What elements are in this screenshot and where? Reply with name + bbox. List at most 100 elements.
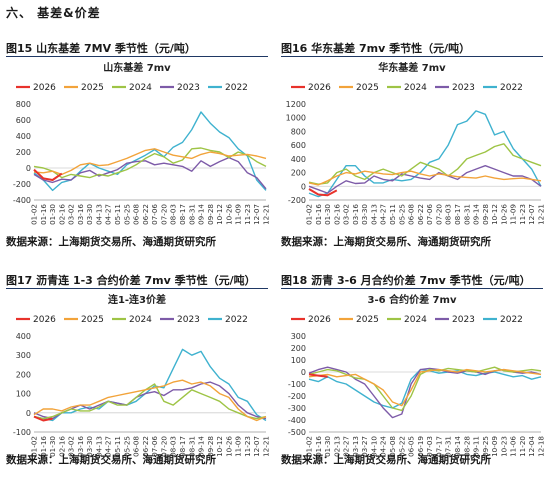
chart-svg: 山东基差 7mv 2026 2025 2024 2023 2022 -400 -200 0 200… [13, 61, 271, 225]
figure-caption-18: 图18 沥青 3-6 月合约价差 7mv 季节性（元/吨） [281, 274, 531, 287]
x-tick-label: 05-25 [122, 204, 131, 225]
y-tick-label: 800 [16, 100, 31, 109]
x-tick-label: 06-22 [141, 204, 150, 225]
chart-spread-1-3: 连1-连3价差 2026 2025 2024 2023 2022 -100 0 100 200 30… [4, 290, 270, 464]
x-tick-label: 01-30 [48, 204, 57, 225]
x-tick-label: 11-09 [234, 436, 243, 457]
y-tick-label: -200 [13, 180, 31, 189]
x-tick-label: 08-03 [169, 204, 178, 225]
chart-east-china-basis: 华东基差 7mv 2026 2025 2024 2023 2022 -200 0 200 400 6… [279, 58, 545, 232]
y-tick-label: 200 [16, 148, 31, 157]
chart-legend: 2026 2025 2024 2023 2022 [291, 315, 523, 325]
y-tick-label: 300 [291, 332, 306, 341]
legend-label-2022: 2022 [225, 83, 248, 93]
x-tick-label: 11-20 [518, 436, 527, 457]
x-tick-label: 09-28 [206, 204, 215, 225]
x-tick-label: 01-30 [323, 436, 332, 457]
x-tick-label: 09-14 [197, 436, 206, 457]
x-tick-label: 02-27 [342, 436, 351, 457]
chart-svg: 3-6 合约价差 7mv 2026 2025 2024 2023 2022 -500 -400… [288, 293, 545, 457]
x-tick-label: 08-31 [187, 436, 196, 457]
x-tick-label: 02-16 [57, 436, 66, 457]
series-line-2026 [308, 373, 328, 378]
x-tick-label: 03-27 [360, 436, 369, 457]
x-tick-label: 04-13 [94, 436, 103, 457]
legend-label-2024: 2024 [404, 315, 427, 325]
series-line-2022 [33, 111, 267, 192]
x-tick-label: 03-13 [351, 436, 360, 457]
series-line-2025 [33, 379, 267, 422]
y-tick-label: -200 [288, 392, 306, 401]
series-line-2025 [308, 368, 542, 407]
data-source-note: 数据来源：上海期货交易所、海通期货研究所 [6, 236, 216, 248]
data-source-note: 数据来源：上海期货交易所、海通期货研究所 [6, 454, 216, 466]
data-source-note: 数据来源：上海期货交易所、海通期货研究所 [281, 454, 491, 466]
y-tick-label: 0 [26, 164, 31, 173]
x-tick-label: 08-17 [453, 204, 462, 225]
series-line-2026 [33, 415, 53, 422]
x-tick-label: 09-14 [197, 204, 206, 225]
x-tick-label: 01-16 [39, 204, 48, 225]
x-tick-label: 11-23 [243, 204, 252, 225]
x-tick-label: 07-06 [425, 204, 434, 225]
x-tick-label: 01-30 [48, 436, 57, 457]
x-tick-label: 07-06 [150, 204, 159, 225]
x-tick-label: 01-02 [30, 436, 39, 457]
legend-label-2023: 2023 [452, 83, 475, 93]
figure-rule [281, 288, 543, 289]
x-tick-label: 03-30 [360, 204, 369, 225]
legend-label-2025: 2025 [356, 315, 379, 325]
x-tick-label: 12-07 [252, 204, 261, 225]
chart-title: 连1-连3价差 [108, 293, 166, 306]
x-tick-label: 08-03 [444, 204, 453, 225]
x-tick-label: 05-25 [397, 204, 406, 225]
chart-spread-3-6: 3-6 合约价差 7mv 2026 2025 2024 2023 2022 -500 -400… [279, 290, 545, 464]
y-tick-label: -400 [288, 416, 306, 425]
series-line-2024 [308, 366, 542, 412]
legend-label-2024: 2024 [129, 83, 152, 93]
section-title: 六、 基差&价差 [6, 6, 101, 20]
series-line-2025 [33, 148, 267, 176]
legend-label-2026: 2026 [308, 83, 331, 93]
series-line-2026 [308, 188, 338, 197]
x-tick-label: 06-19 [416, 436, 425, 457]
x-tick-label: 01-02 [305, 436, 314, 457]
x-tick-label: 05-11 [113, 436, 122, 457]
figure-rule [6, 288, 268, 289]
series-line-2023 [308, 165, 542, 194]
x-tick-label: 05-22 [397, 436, 406, 457]
x-tick-label: 07-06 [150, 436, 159, 457]
y-tick-label: -400 [13, 196, 31, 205]
x-tick-label: 06-22 [416, 204, 425, 225]
x-tick-label: 03-16 [351, 204, 360, 225]
y-tick-label: 200 [16, 370, 31, 379]
x-tick-label: 04-13 [94, 204, 103, 225]
legend-label-2025: 2025 [81, 315, 104, 325]
x-tick-label: 06-05 [407, 436, 416, 457]
x-tick-label: 10-26 [499, 204, 508, 225]
x-tick-label: 08-17 [178, 204, 187, 225]
y-tick-label: 1200 [286, 100, 306, 109]
x-tick-label: 04-27 [104, 436, 113, 457]
x-tick-label: 06-22 [141, 436, 150, 457]
x-tick-label: 03-02 [67, 204, 76, 225]
chart-legend: 2026 2025 2024 2023 2022 [16, 315, 248, 325]
x-tick-label: 12-21 [262, 204, 271, 225]
y-tick-label: 800 [291, 127, 306, 136]
x-tick-label: 09-28 [206, 436, 215, 457]
x-tick-label: 01-30 [323, 204, 332, 225]
y-tick-label: 200 [291, 344, 306, 353]
x-tick-label: 03-16 [76, 204, 85, 225]
legend-label-2023: 2023 [177, 83, 200, 93]
chart-legend: 2026 2025 2024 2023 2022 [291, 83, 523, 93]
chart-legend: 2026 2025 2024 2023 2022 [16, 83, 248, 93]
x-tick-label: 01-16 [314, 204, 323, 225]
chart-title: 山东基差 7mv [103, 61, 171, 74]
x-tick-label: 09-28 [481, 204, 490, 225]
x-tick-label: 10-26 [224, 204, 233, 225]
y-tick-label: 400 [291, 155, 306, 164]
x-tick-label: 03-02 [67, 436, 76, 457]
y-tick-label: 200 [291, 169, 306, 178]
x-tick-label: 05-11 [388, 204, 397, 225]
series-line-2022 [308, 368, 542, 409]
